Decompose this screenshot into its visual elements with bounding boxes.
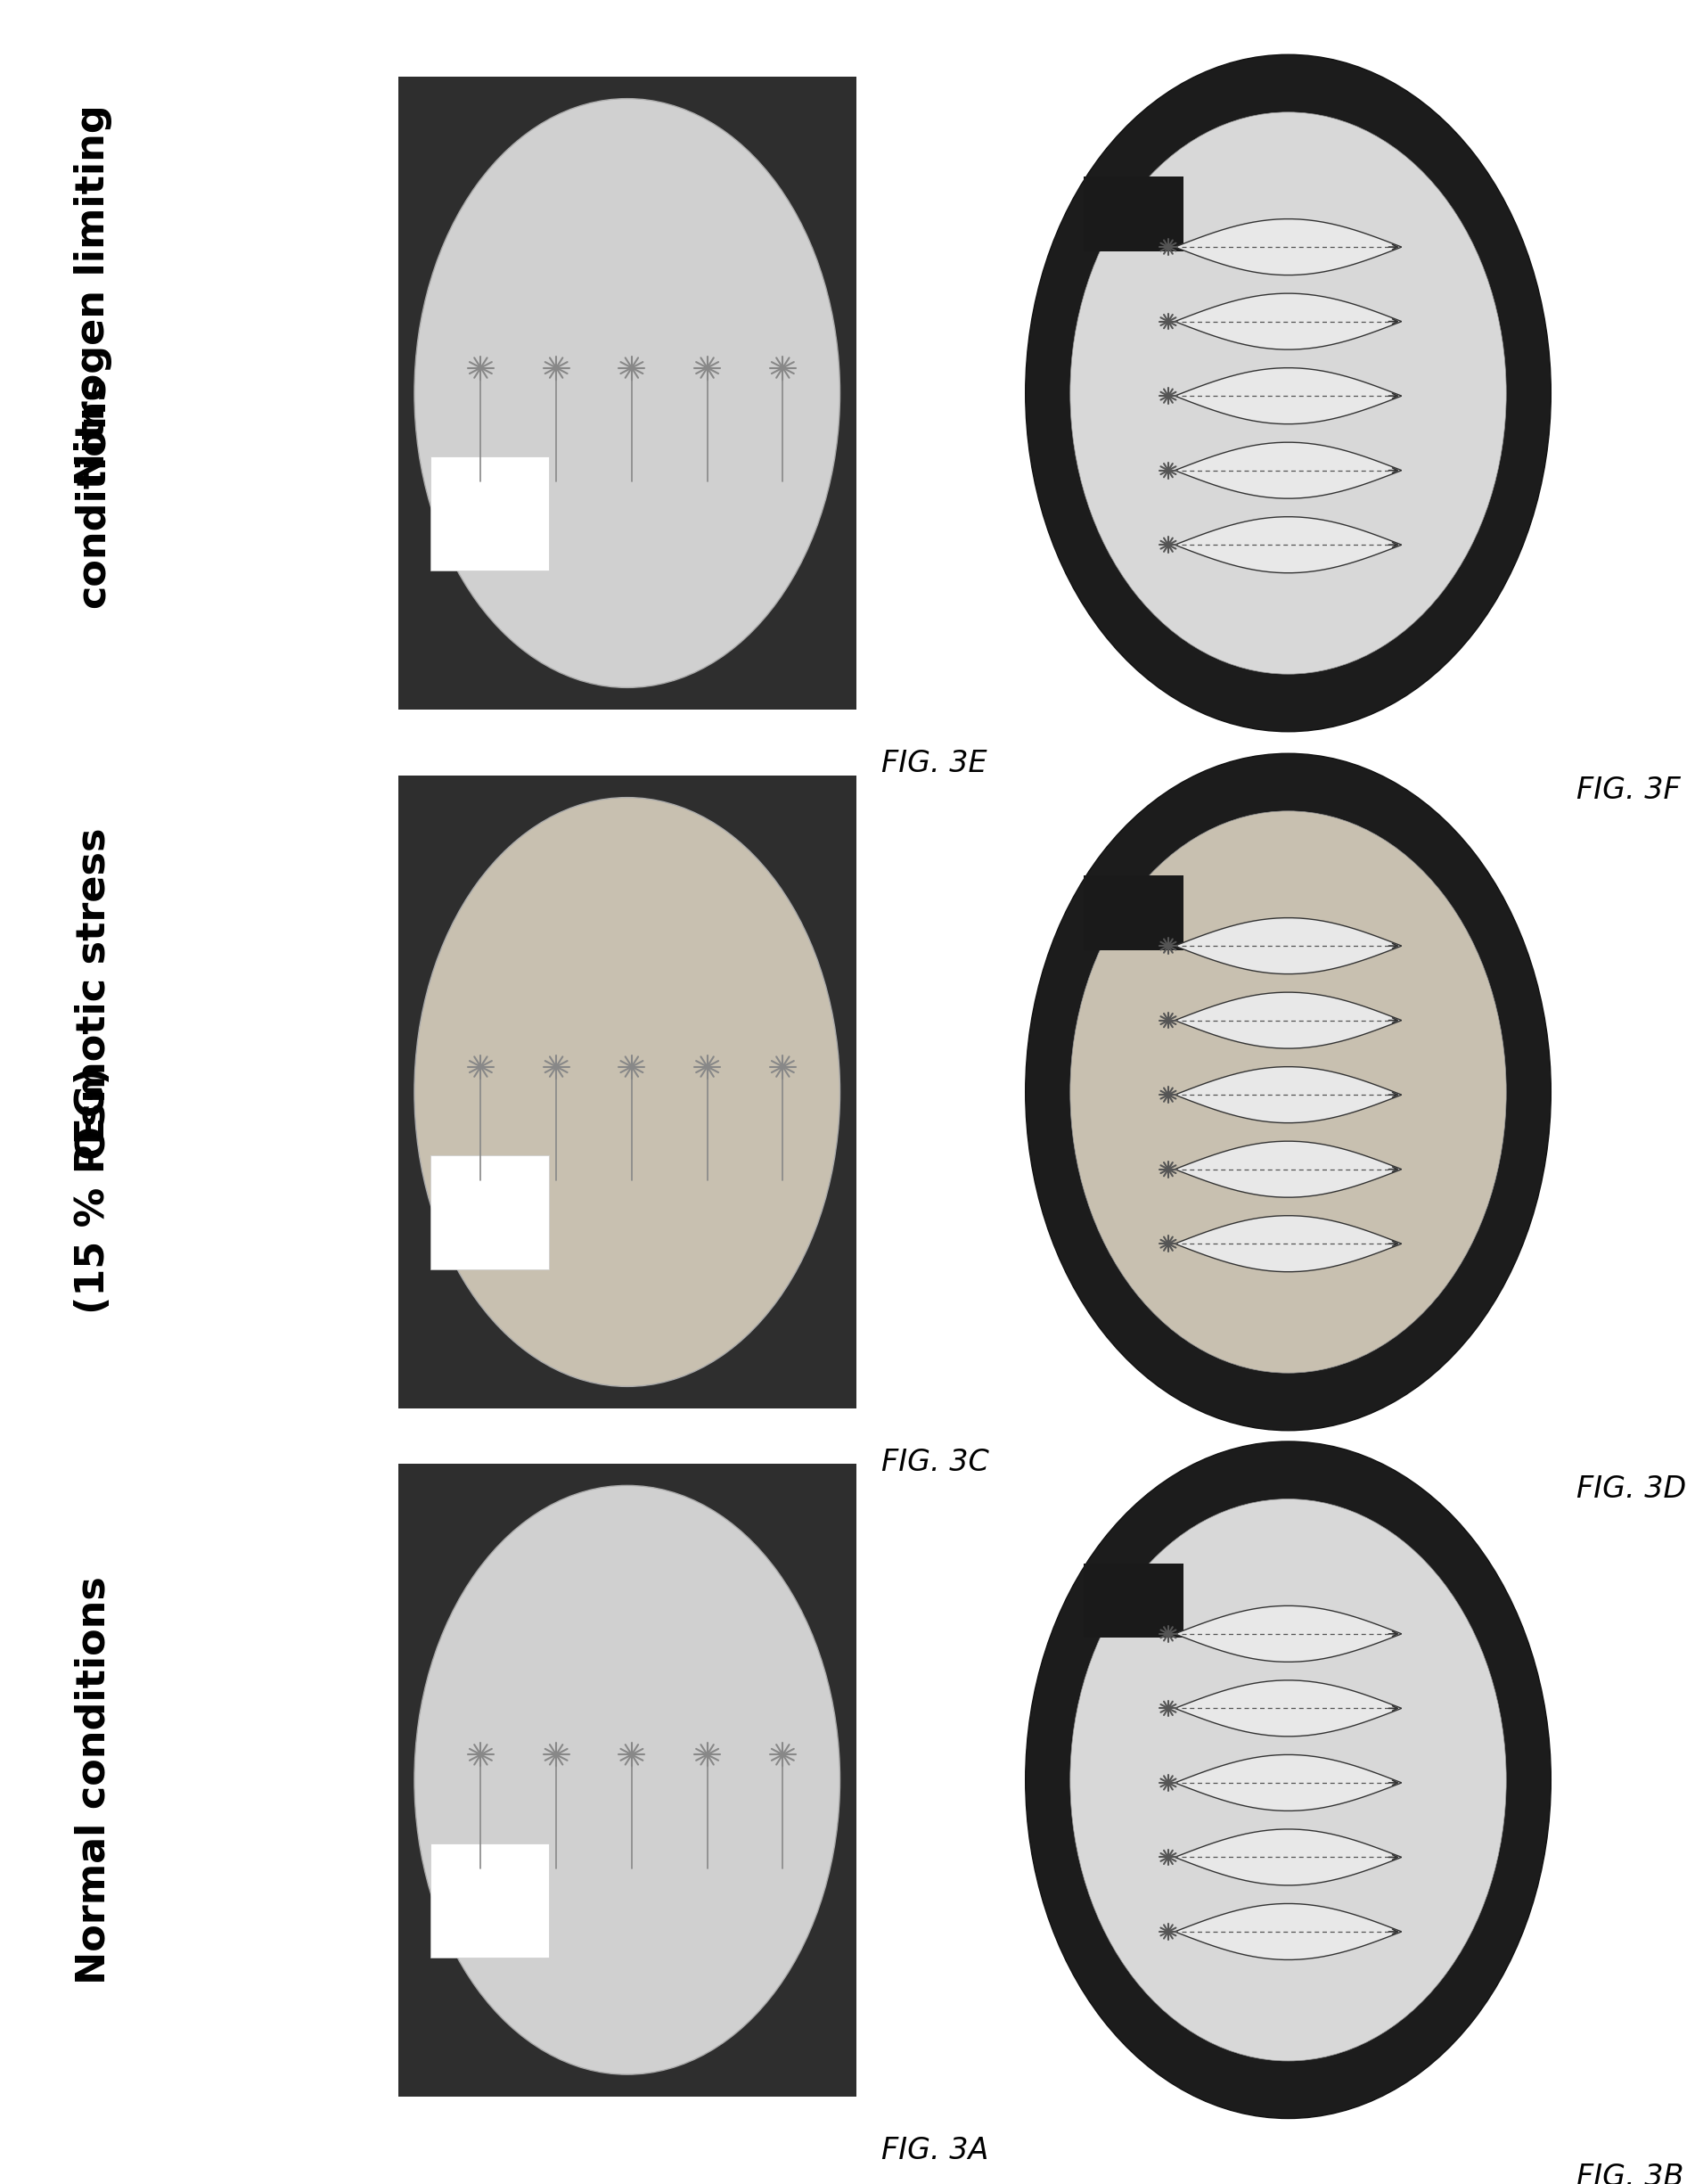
Circle shape: [1025, 55, 1551, 732]
Polygon shape: [1175, 1142, 1402, 1197]
Bar: [398, 76, 856, 710]
Polygon shape: [1175, 293, 1402, 349]
Bar: [431, 456, 549, 570]
Text: Osmotic stress: Osmotic stress: [75, 828, 112, 1160]
Ellipse shape: [414, 797, 841, 1387]
Bar: [1083, 1564, 1183, 1638]
Text: Nitrogen limiting: Nitrogen limiting: [75, 105, 112, 485]
Circle shape: [1025, 1441, 1551, 2118]
Bar: [398, 775, 856, 1409]
Polygon shape: [1175, 992, 1402, 1048]
Polygon shape: [1175, 218, 1402, 275]
Polygon shape: [1175, 443, 1402, 498]
Circle shape: [1070, 1498, 1507, 2062]
Text: FIG. 3E: FIG. 3E: [881, 749, 986, 778]
Ellipse shape: [414, 98, 841, 688]
Polygon shape: [1175, 1066, 1402, 1123]
Polygon shape: [1175, 518, 1402, 572]
Bar: [1083, 876, 1183, 950]
Text: conditions: conditions: [75, 376, 112, 607]
Polygon shape: [1175, 1830, 1402, 1885]
Polygon shape: [1175, 1216, 1402, 1271]
Bar: [431, 1155, 549, 1269]
Text: FIG. 3C: FIG. 3C: [881, 1448, 988, 1476]
Ellipse shape: [414, 1485, 841, 2075]
Text: FIG. 3A: FIG. 3A: [881, 2136, 988, 2164]
Circle shape: [1070, 111, 1507, 675]
Polygon shape: [1175, 1754, 1402, 1811]
Text: Normal conditions: Normal conditions: [75, 1577, 112, 1983]
Text: (15 % PEG): (15 % PEG): [75, 1066, 112, 1315]
Polygon shape: [1175, 917, 1402, 974]
Polygon shape: [1175, 367, 1402, 424]
Bar: [398, 1463, 856, 2097]
Bar: [431, 1843, 549, 1957]
Bar: [1083, 177, 1183, 251]
Text: FIG. 3F: FIG. 3F: [1576, 775, 1680, 804]
Circle shape: [1025, 753, 1551, 1431]
Circle shape: [1070, 810, 1507, 1374]
Polygon shape: [1175, 1679, 1402, 1736]
Polygon shape: [1175, 1605, 1402, 1662]
Text: FIG. 3B: FIG. 3B: [1576, 2162, 1683, 2184]
Polygon shape: [1175, 1904, 1402, 1959]
Text: FIG. 3D: FIG. 3D: [1576, 1474, 1687, 1503]
